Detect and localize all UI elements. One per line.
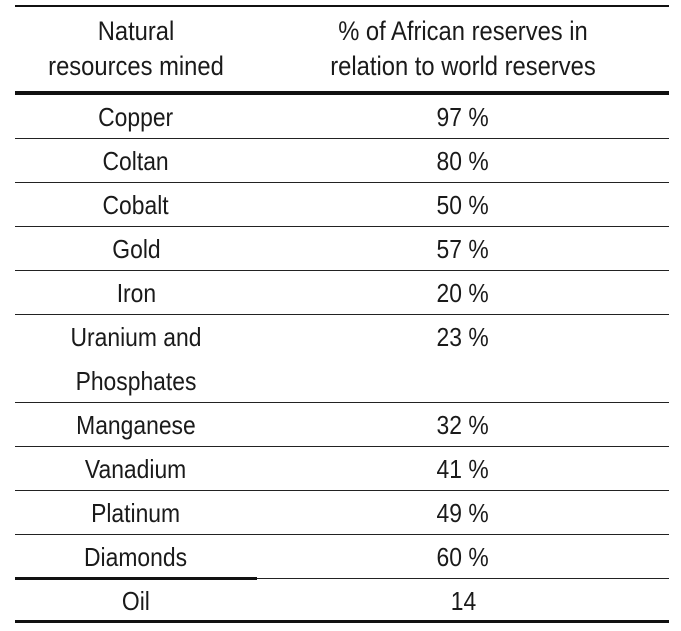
resource-cell: Oil [15, 579, 257, 620]
resource-name: Platinum [91, 498, 181, 528]
resource-cell: Iron [15, 271, 257, 314]
percent-cell: 97 % [257, 95, 669, 138]
resource-cell: Copper [15, 95, 257, 138]
resource-name: Diamonds [84, 542, 188, 572]
percent-cell: 41 % [257, 447, 669, 490]
percent-value: 32 % [436, 410, 490, 440]
table-row: Diamonds 60 % [15, 535, 669, 580]
percent-cell: 80 % [257, 139, 669, 182]
header-resources: Natural resources mined [30, 7, 243, 91]
percent-value: 14 [450, 586, 476, 616]
resource-cell: Cobalt [15, 183, 257, 226]
table-row: Vanadium 41 % [15, 447, 669, 491]
table-row: Gold 57 % [15, 227, 669, 271]
header-resources-label: Natural resources mined [48, 16, 224, 81]
resource-cell: Manganese [15, 403, 257, 446]
percent-cell: 14 [257, 579, 669, 620]
top-rule [15, 5, 669, 7]
header-percent: % of African reserves in relation to wor… [282, 7, 645, 91]
percent-value: 23 % [436, 322, 490, 352]
resources-table: Natural resources mined % of African res… [15, 5, 669, 623]
resource-name: Manganese [76, 410, 196, 440]
table-row: Iron 20 % [15, 271, 669, 315]
resource-name: Vanadium [85, 454, 187, 484]
table-row: Uranium and Phosphates 23 % [15, 315, 669, 403]
percent-value: 20 % [436, 278, 490, 308]
percent-cell: 60 % [257, 535, 669, 578]
table-header: Natural resources mined % of African res… [15, 7, 669, 95]
percent-value: 57 % [436, 234, 490, 264]
resource-cell: Platinum [15, 491, 257, 534]
header-percent-label: % of African reserves in relation to wor… [330, 16, 596, 81]
resource-name: Coltan [102, 146, 170, 176]
resource-cell: Coltan [15, 139, 257, 182]
percent-cell: 20 % [257, 271, 669, 314]
table-row: Copper 97 % [15, 95, 669, 139]
resource-cell: Uranium and Phosphates [15, 315, 257, 402]
percent-cell: 50 % [257, 183, 669, 226]
percent-value: 41 % [436, 454, 490, 484]
resource-name: Uranium and Phosphates [70, 322, 202, 396]
percent-cell: 23 % [257, 315, 669, 402]
resource-cell: Diamonds [15, 535, 257, 578]
percent-value: 97 % [436, 102, 490, 132]
resource-name: Copper [98, 102, 174, 132]
percent-value: 50 % [436, 190, 490, 220]
table-row: Coltan 80 % [15, 139, 669, 183]
percent-cell: 32 % [257, 403, 669, 446]
resource-name: Cobalt [102, 190, 170, 220]
percent-value: 60 % [436, 542, 490, 572]
resource-name: Iron [116, 278, 156, 308]
table-row: Cobalt 50 % [15, 183, 669, 227]
percent-value: 49 % [436, 498, 490, 528]
resource-name: Gold [111, 234, 161, 264]
resource-cell: Vanadium [15, 447, 257, 490]
percent-value: 80 % [436, 146, 490, 176]
table-row: Manganese 32 % [15, 403, 669, 447]
resource-name: Oil [122, 586, 150, 616]
table-row: Oil 14 [15, 579, 669, 623]
resource-cell: Gold [15, 227, 257, 270]
table-row: Platinum 49 % [15, 491, 669, 535]
percent-cell: 49 % [257, 491, 669, 534]
percent-cell: 57 % [257, 227, 669, 270]
